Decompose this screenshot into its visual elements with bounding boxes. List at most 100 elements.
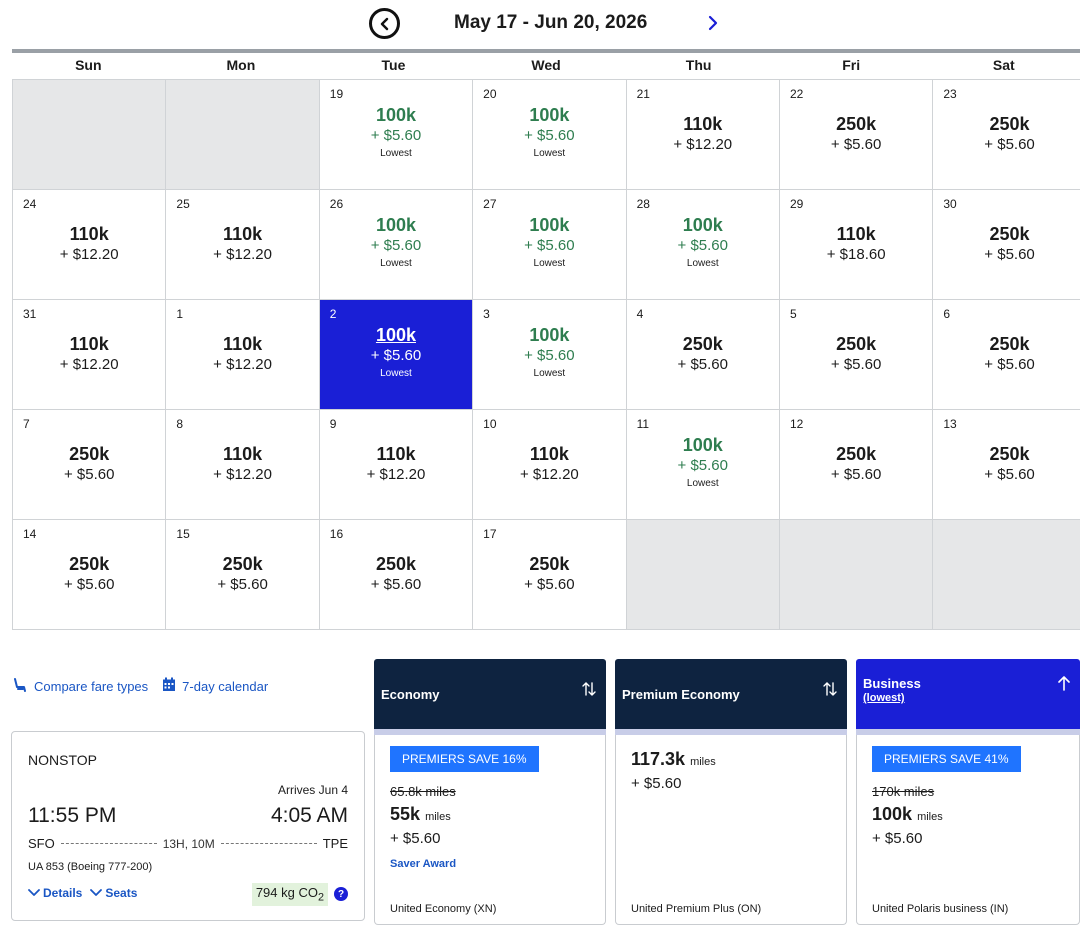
chevron-right-icon[interactable]	[703, 11, 723, 35]
day-price: 110k + $12.20	[627, 113, 779, 155]
calendar-day-cell-selected[interactable]: 2 100k + $5.60 Lowest	[319, 300, 474, 410]
calendar-day-cell[interactable]: 17 250k + $5.60	[473, 520, 627, 630]
day-miles: 100k	[529, 325, 570, 345]
day-miles: 100k	[529, 215, 570, 235]
day-price: 110k + $12.20	[13, 223, 165, 265]
co2-emissions: 794 kg CO2 ?	[251, 883, 348, 906]
circle-chevron-left-icon[interactable]	[369, 8, 400, 39]
seven-day-calendar-link[interactable]: 7-day calendar	[162, 677, 268, 695]
calendar-day-cell[interactable]: 25 110k + $12.20	[166, 190, 320, 300]
details-toggle[interactable]: Details	[28, 886, 82, 900]
arrow-up-icon[interactable]	[1058, 675, 1070, 696]
day-number: 31	[23, 307, 37, 321]
day-fee: + $12.20	[213, 246, 272, 263]
fare-option-business[interactable]: PREMIERS SAVE 41% 170k miles 100k miles …	[856, 735, 1080, 925]
fare-header-label: Premium Economy	[622, 686, 740, 702]
fare-header-premium-economy[interactable]: Premium Economy	[615, 659, 847, 729]
flight-actions: Details Seats	[28, 886, 137, 900]
calendar-day-cell[interactable]: 26 100k + $5.60 Lowest	[319, 190, 474, 300]
calendar-day-cell[interactable]: 15 250k + $5.60	[166, 520, 320, 630]
day-price: 250k + $5.60	[166, 553, 318, 595]
fare-header-sublabel[interactable]: (lowest)	[863, 692, 905, 704]
day-miles: 100k	[682, 215, 723, 235]
calendar-day-cell[interactable]: 4 250k + $5.60	[626, 300, 780, 410]
day-number: 13	[943, 417, 957, 431]
calendar-day-cell[interactable]: 13 250k + $5.60	[933, 410, 1080, 520]
calendar-links: Compare fare types 7-day calendar	[12, 676, 268, 696]
calendar-day-cell[interactable]: 21 110k + $12.20	[626, 80, 780, 190]
day-miles: 250k	[529, 554, 570, 574]
day-price: 250k + $5.60	[933, 223, 1080, 265]
day-number: 24	[23, 197, 37, 211]
calendar-empty-cell	[779, 520, 934, 630]
fare-class-name: United Economy (XN)	[390, 903, 497, 915]
question-circle-icon[interactable]: ?	[334, 887, 348, 902]
day-price: 250k + $5.60	[13, 553, 165, 595]
day-fee: + $5.60	[63, 466, 115, 483]
day-number: 23	[943, 87, 957, 101]
calendar-day-cell[interactable]: 22 250k + $5.60	[779, 80, 934, 190]
day-miles: 250k	[836, 444, 877, 464]
calendar-day-cell[interactable]: 12 250k + $5.60	[779, 410, 934, 520]
fare-header-business[interactable]: Business (lowest)	[856, 659, 1080, 729]
calendar-day-cell[interactable]: 16 250k + $5.60	[319, 520, 474, 630]
day-number: 11	[636, 417, 650, 431]
day-miles: 250k	[69, 444, 110, 464]
calendar-day-cell[interactable]: 31 110k + $12.20	[13, 300, 167, 410]
day-fee: + $5.60	[830, 466, 882, 483]
day-miles: 100k	[529, 105, 570, 125]
calendar-empty-cell	[166, 80, 320, 190]
calendar-day-cell[interactable]: 28 100k + $5.60 Lowest	[626, 190, 780, 300]
calendar-day-cell[interactable]: 20 100k + $5.60 Lowest	[473, 80, 627, 190]
calendar-day-cell[interactable]: 19 100k + $5.60 Lowest	[319, 80, 474, 190]
day-price: 250k + $5.60	[933, 333, 1080, 375]
calendar-day-cell[interactable]: 24 110k + $12.20	[13, 190, 167, 300]
day-fee: + $5.60	[524, 576, 575, 593]
calendar-day-cell[interactable]: 27 100k + $5.60 Lowest	[473, 190, 627, 300]
calendar-day-cell[interactable]: 10 110k + $12.20	[473, 410, 627, 520]
calendar-day-cell[interactable]: 1 110k + $12.20	[166, 300, 320, 410]
day-price: 250k + $5.60	[780, 113, 932, 155]
calendar-icon	[162, 677, 176, 695]
calendar-day-cell[interactable]: 5 250k + $5.60	[779, 300, 934, 410]
day-miles: 110k	[223, 444, 263, 464]
day-price: 250k + $5.60	[780, 443, 932, 485]
day-fee: + $5.60	[217, 576, 268, 593]
calendar-day-cell[interactable]: 29 110k + $18.60	[779, 190, 934, 300]
seats-toggle[interactable]: Seats	[90, 886, 137, 900]
day-miles: 250k	[222, 554, 263, 574]
sort-arrows-icon[interactable]	[582, 681, 596, 702]
calendar-day-cell[interactable]: 9 110k + $12.20	[319, 410, 474, 520]
calendar-day-cell[interactable]: 11 100k + $5.60 Lowest	[626, 410, 780, 520]
calendar-day-cell[interactable]: 30 250k + $5.60	[933, 190, 1080, 300]
day-miles: 250k	[989, 444, 1030, 464]
day-fee: + $12.20	[59, 356, 119, 373]
day-price: 100k + $5.60 Lowest	[627, 434, 779, 492]
flight-card[interactable]: NONSTOP Arrives Jun 4 11:55 PM 4:05 AM S…	[11, 731, 365, 921]
day-price: 100k + $5.60 Lowest	[473, 214, 625, 272]
fare-header-economy[interactable]: Economy	[374, 659, 606, 729]
fare-option-economy[interactable]: PREMIERS SAVE 16% 65.8k miles 55k miles …	[374, 735, 606, 925]
day-number: 3	[483, 307, 490, 321]
route-line: SFO 13H, 10M TPE	[28, 836, 348, 851]
day-number: 5	[789, 307, 797, 321]
day-fee: + $12.20	[213, 466, 272, 483]
calendar-day-cell[interactable]: 6 250k + $5.60	[933, 300, 1080, 410]
day-fee: + $5.60	[63, 576, 115, 593]
fare-column-premium-economy: Premium Economy 117.3k miles + $5.60 Uni…	[615, 659, 847, 925]
calendar-day-cell[interactable]: 7 250k + $5.60	[13, 410, 167, 520]
day-fee: + $5.60	[370, 576, 422, 593]
calendar-day-cell[interactable]: 3 100k + $5.60 Lowest	[473, 300, 627, 410]
calendar-day-cell[interactable]: 8 110k + $12.20	[166, 410, 320, 520]
day-price: 250k + $5.60	[780, 333, 932, 375]
calendar-day-cell[interactable]: 23 250k + $5.60	[933, 80, 1080, 190]
day-price: 100k + $5.60 Lowest	[473, 104, 625, 162]
header-divider	[12, 49, 1080, 53]
sort-arrows-icon[interactable]	[823, 681, 837, 702]
calendar-day-cell[interactable]: 14 250k + $5.60	[13, 520, 167, 630]
compare-fare-types-link[interactable]: Compare fare types	[12, 677, 148, 696]
route-dash	[60, 843, 157, 844]
day-fee: + $12.20	[59, 246, 119, 263]
fare-option-premium-economy[interactable]: 117.3k miles + $5.60 United Premium Plus…	[615, 735, 847, 925]
day-fee: + $5.60	[984, 246, 1035, 263]
